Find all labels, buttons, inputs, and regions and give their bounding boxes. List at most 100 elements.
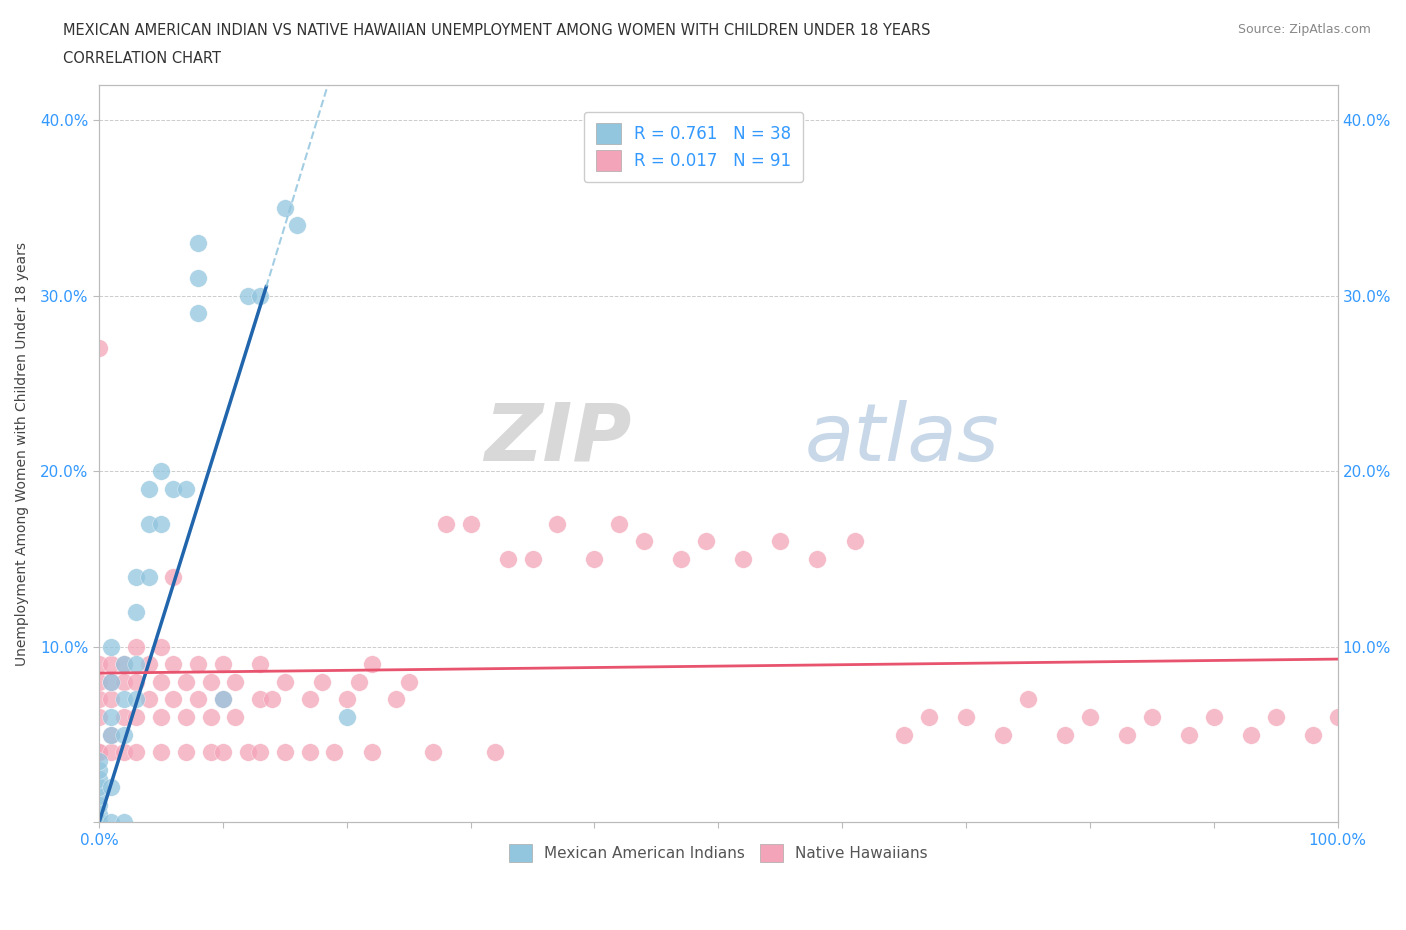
Point	[174, 674, 197, 689]
Point	[87, 806, 110, 821]
Point	[200, 745, 222, 760]
Point	[200, 674, 222, 689]
Point	[323, 745, 346, 760]
Point	[87, 815, 110, 830]
Point	[100, 674, 122, 689]
Point	[993, 727, 1015, 742]
Point	[955, 710, 977, 724]
Point	[87, 771, 110, 786]
Point	[1140, 710, 1163, 724]
Point	[1240, 727, 1263, 742]
Point	[87, 710, 110, 724]
Text: CORRELATION CHART: CORRELATION CHART	[63, 51, 221, 66]
Point	[236, 288, 259, 303]
Point	[311, 674, 333, 689]
Point	[187, 271, 209, 286]
Text: atlas: atlas	[806, 400, 1000, 478]
Point	[125, 639, 148, 654]
Point	[125, 657, 148, 671]
Point	[360, 745, 382, 760]
Point	[100, 727, 122, 742]
Point	[1326, 710, 1348, 724]
Point	[149, 639, 172, 654]
Point	[138, 692, 160, 707]
Point	[1017, 692, 1039, 707]
Point	[187, 657, 209, 671]
Point	[212, 692, 235, 707]
Point	[100, 780, 122, 795]
Point	[112, 692, 135, 707]
Point	[298, 745, 321, 760]
Y-axis label: Unemployment Among Women with Children Under 18 years: Unemployment Among Women with Children U…	[15, 242, 30, 666]
Point	[1054, 727, 1077, 742]
Point	[125, 710, 148, 724]
Point	[87, 789, 110, 804]
Point	[174, 710, 197, 724]
Point	[87, 340, 110, 355]
Legend: Mexican American Indians, Native Hawaiians: Mexican American Indians, Native Hawaiia…	[501, 836, 935, 870]
Point	[236, 745, 259, 760]
Point	[100, 692, 122, 707]
Point	[285, 218, 308, 232]
Point	[174, 745, 197, 760]
Point	[112, 674, 135, 689]
Point	[212, 692, 235, 707]
Point	[1302, 727, 1324, 742]
Point	[262, 692, 284, 707]
Point	[149, 516, 172, 531]
Point	[434, 516, 457, 531]
Point	[522, 551, 544, 566]
Point	[125, 674, 148, 689]
Point	[496, 551, 519, 566]
Point	[918, 710, 941, 724]
Point	[149, 464, 172, 479]
Point	[200, 710, 222, 724]
Point	[893, 727, 915, 742]
Point	[100, 657, 122, 671]
Point	[187, 692, 209, 707]
Text: ZIP: ZIP	[484, 400, 631, 478]
Point	[484, 745, 506, 760]
Point	[274, 674, 297, 689]
Point	[546, 516, 568, 531]
Point	[360, 657, 382, 671]
Point	[844, 534, 866, 549]
Point	[125, 692, 148, 707]
Point	[1202, 710, 1225, 724]
Point	[187, 306, 209, 321]
Point	[460, 516, 482, 531]
Point	[138, 657, 160, 671]
Point	[162, 692, 184, 707]
Point	[112, 657, 135, 671]
Point	[112, 710, 135, 724]
Point	[112, 815, 135, 830]
Point	[347, 674, 370, 689]
Point	[1116, 727, 1139, 742]
Point	[100, 674, 122, 689]
Point	[125, 569, 148, 584]
Point	[1178, 727, 1201, 742]
Point	[138, 569, 160, 584]
Point	[1078, 710, 1101, 724]
Point	[806, 551, 828, 566]
Text: MEXICAN AMERICAN INDIAN VS NATIVE HAWAIIAN UNEMPLOYMENT AMONG WOMEN WITH CHILDRE: MEXICAN AMERICAN INDIAN VS NATIVE HAWAII…	[63, 23, 931, 38]
Point	[769, 534, 792, 549]
Point	[695, 534, 717, 549]
Point	[149, 710, 172, 724]
Point	[607, 516, 630, 531]
Point	[583, 551, 606, 566]
Point	[87, 763, 110, 777]
Point	[100, 745, 122, 760]
Point	[385, 692, 408, 707]
Point	[224, 710, 246, 724]
Point	[224, 674, 246, 689]
Point	[87, 797, 110, 812]
Point	[112, 745, 135, 760]
Point	[100, 639, 122, 654]
Point	[336, 692, 359, 707]
Point	[100, 727, 122, 742]
Point	[212, 745, 235, 760]
Point	[336, 710, 359, 724]
Point	[125, 604, 148, 619]
Point	[162, 569, 184, 584]
